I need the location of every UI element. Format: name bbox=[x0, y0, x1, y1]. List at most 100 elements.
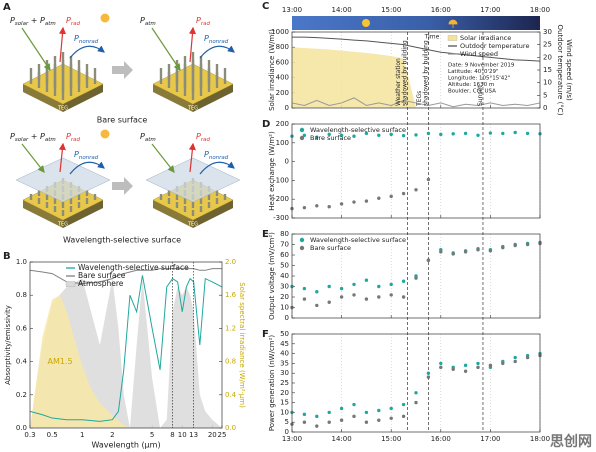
flux-symbol: + P bbox=[28, 16, 45, 25]
y-tick-label: 0.0 bbox=[16, 424, 27, 432]
y-tick-label: 15 bbox=[280, 399, 289, 407]
flux-subscript: solar bbox=[15, 21, 29, 27]
moon-icon bbox=[229, 14, 237, 24]
panel-label: E bbox=[262, 229, 269, 240]
y-tick-label: 35 bbox=[280, 359, 289, 367]
line bbox=[29, 275, 223, 422]
legend-marker bbox=[65, 281, 76, 287]
data-point bbox=[439, 132, 443, 137]
x-tick-label: 13:00 bbox=[282, 6, 302, 14]
data-point bbox=[364, 297, 369, 301]
data-point bbox=[501, 245, 505, 250]
data-point bbox=[364, 420, 369, 424]
incoming-arrow bbox=[21, 143, 45, 173]
y-tick-label: -200 bbox=[273, 195, 289, 203]
data-point bbox=[389, 282, 393, 287]
panel-label: C bbox=[262, 1, 269, 12]
y-tick-label: 25 bbox=[280, 379, 289, 387]
data-point bbox=[364, 131, 369, 136]
data-point bbox=[414, 391, 418, 395]
data-point bbox=[302, 297, 307, 301]
x-tick-label: 15:00 bbox=[381, 6, 401, 14]
data-point bbox=[488, 131, 493, 135]
nonradiative-arrow bbox=[199, 45, 235, 59]
data-point bbox=[339, 295, 344, 299]
y-tick-label: 0.2 bbox=[16, 391, 27, 399]
flux-label: Patm bbox=[140, 16, 156, 27]
data-point bbox=[377, 196, 381, 200]
panel-label: D bbox=[262, 119, 270, 130]
line bbox=[292, 36, 541, 62]
x-tick-label: 25 bbox=[218, 431, 227, 439]
x-axis-label: Wavelength (μm) bbox=[91, 441, 160, 450]
y-tick-label: 60 bbox=[280, 251, 289, 259]
y2-tick-label: 0.4 bbox=[225, 391, 237, 399]
y-tick-label: 0 bbox=[285, 104, 289, 112]
data-point bbox=[302, 286, 307, 291]
data-point bbox=[327, 284, 331, 289]
data-point bbox=[389, 293, 393, 297]
incoming-arrow bbox=[151, 143, 175, 173]
data-point bbox=[439, 361, 443, 366]
flux-label: Psolar + Patm bbox=[10, 16, 56, 27]
flux-symbol: P bbox=[74, 34, 79, 43]
flux-label: Prad bbox=[196, 16, 210, 27]
data-point bbox=[327, 300, 331, 304]
y2-tick-label: 15 bbox=[543, 66, 552, 74]
sun-icon bbox=[362, 19, 370, 27]
transition-arrow bbox=[112, 177, 133, 195]
teg-label: TEG bbox=[57, 106, 68, 112]
x-tick-label: 14:00 bbox=[332, 6, 352, 14]
flux-subscript: solar bbox=[15, 137, 29, 143]
data-point bbox=[315, 135, 319, 139]
info-line: Latitude: 40°0'29" bbox=[448, 69, 499, 75]
caption: Bare surface bbox=[97, 116, 148, 125]
y2-tick-label: 25 bbox=[543, 41, 552, 49]
y-tick-label: 40 bbox=[280, 350, 289, 358]
plot-frame bbox=[291, 123, 541, 219]
legend-label: Atmosphere bbox=[78, 279, 124, 288]
radiative-arrow bbox=[58, 26, 67, 63]
flux-subscript: atm bbox=[45, 137, 56, 143]
legend-label: Wavelength-selective surface bbox=[310, 126, 406, 134]
flux-symbol: P bbox=[196, 16, 201, 25]
data-point bbox=[389, 194, 393, 199]
teg-label: TEG bbox=[187, 222, 198, 228]
y2-tick-label: 0.0 bbox=[225, 424, 236, 432]
y-tick-label: 1.0 bbox=[16, 258, 27, 266]
data-point bbox=[352, 282, 356, 287]
flux-symbol: P bbox=[66, 132, 71, 141]
data-point bbox=[414, 188, 418, 192]
sunset-icon bbox=[448, 19, 458, 28]
data-point bbox=[377, 295, 381, 299]
data-point bbox=[401, 295, 406, 299]
y-tick-label: 0.8 bbox=[16, 291, 27, 299]
data-point bbox=[501, 131, 505, 136]
panel-label: A bbox=[3, 2, 11, 13]
y-tick-label: 0.4 bbox=[16, 358, 28, 366]
data-point bbox=[364, 199, 369, 203]
x-tick-label: 14:00 bbox=[332, 435, 352, 443]
teg-label: TEG bbox=[187, 106, 198, 112]
y-tick-label: 800 bbox=[276, 43, 289, 51]
data-point bbox=[426, 131, 431, 136]
data-point bbox=[389, 132, 393, 137]
y-tick-label: 100 bbox=[276, 139, 289, 147]
y-tick-label: 400 bbox=[276, 74, 289, 82]
data-point bbox=[401, 402, 406, 407]
data-point bbox=[414, 276, 418, 280]
legend-label: Bare surface bbox=[310, 244, 351, 252]
flux-label: Prad bbox=[196, 132, 210, 143]
data-point bbox=[377, 284, 381, 289]
flux-label: Pnonrad bbox=[74, 34, 99, 45]
y2-tick-label: 1.2 bbox=[225, 324, 236, 332]
area bbox=[292, 47, 540, 108]
y-axis-label: Solar irradiance (W/m²) bbox=[268, 29, 276, 111]
nonradiative-arrow bbox=[199, 161, 235, 175]
y-tick-label: 200 bbox=[276, 120, 289, 128]
y-tick-label: 0.6 bbox=[16, 324, 28, 332]
data-point bbox=[327, 420, 331, 424]
y-tick-label: 0 bbox=[285, 314, 289, 322]
legend-marker bbox=[299, 135, 305, 141]
data-point bbox=[352, 402, 356, 407]
